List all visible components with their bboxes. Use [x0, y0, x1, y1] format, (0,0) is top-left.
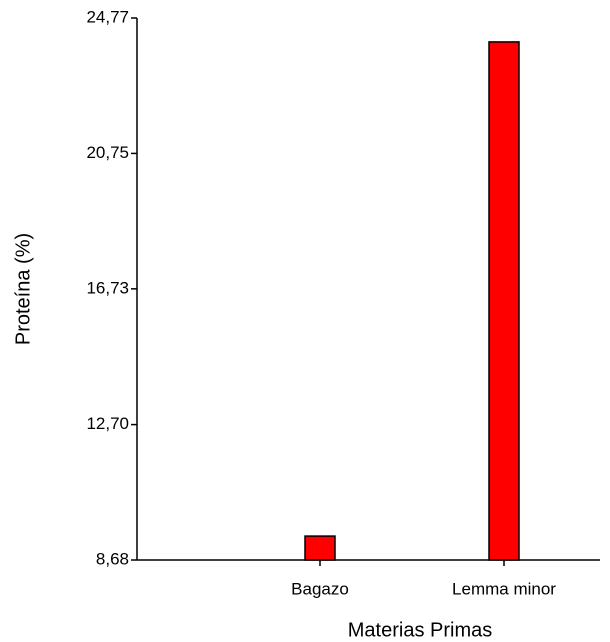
x-tick-label: Bagazo	[291, 579, 349, 598]
y-tick-label: 16,73	[86, 278, 129, 297]
x-tick-label: Lemma minor	[452, 579, 556, 598]
y-axis-title: Proteína (%)	[12, 233, 34, 345]
bar	[304, 535, 336, 561]
y-tick-label: 8,68	[96, 549, 129, 568]
y-tick-label: 12,70	[86, 414, 129, 433]
x-axis-title: Materias Primas	[348, 619, 492, 641]
bar	[488, 41, 520, 561]
y-tick-label: 24,77	[86, 7, 129, 26]
y-tick-label: 20,75	[86, 143, 129, 162]
